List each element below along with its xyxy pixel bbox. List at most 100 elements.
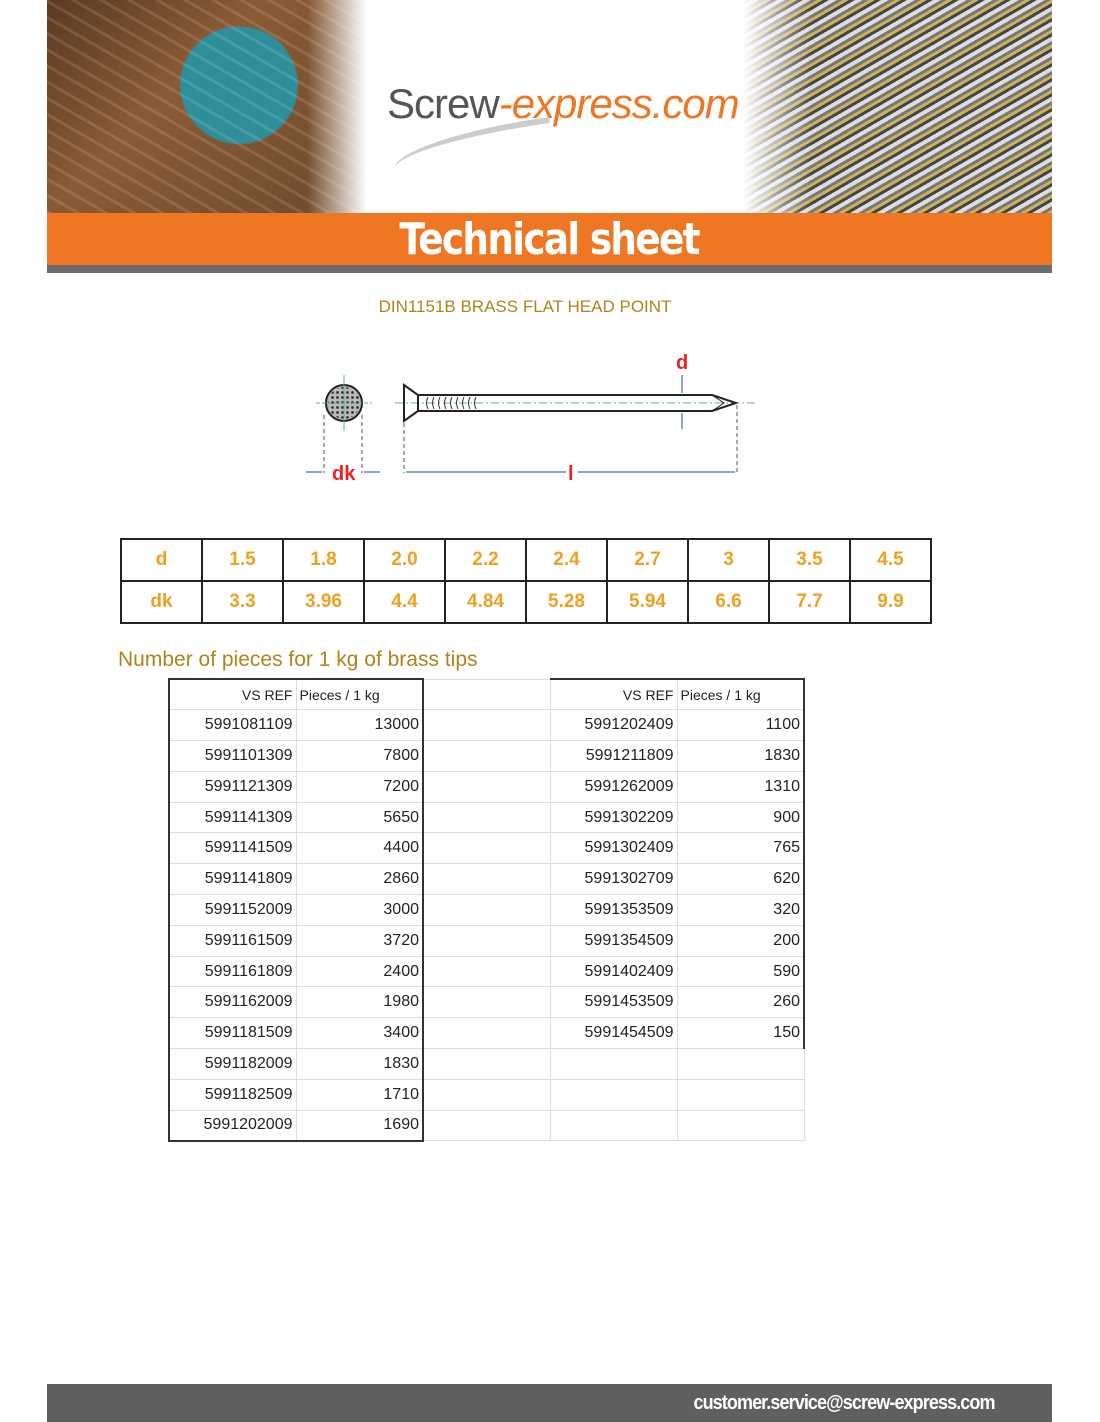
pieces-cell: 2860 [295, 863, 424, 896]
dimension-value: 7.7 [768, 580, 851, 624]
row-label: d [120, 538, 203, 582]
screws-photo [742, 0, 1052, 213]
pieces-cell: 900 [676, 801, 805, 834]
ref-cell: 5991211809 [549, 740, 678, 772]
pieces-cell: 1830 [295, 1048, 424, 1080]
banner-title-bar: Technical sheet [47, 213, 1052, 265]
pieces-cell: 1980 [295, 986, 424, 1019]
pieces-table: VS REF Pieces / 1 kg VS REF Pieces / 1 kg 59… [168, 678, 805, 1142]
spacer [422, 955, 551, 988]
nail-diagram: dk d l [306, 352, 755, 485]
ref-cell: 5991121309 [168, 770, 297, 803]
spacer [422, 1048, 551, 1080]
ref-cell: 5991202409 [549, 709, 678, 742]
dimension-value: 3.3 [201, 580, 284, 624]
pieces-cell: 7200 [295, 770, 424, 803]
ref-cell: 5991182509 [168, 1078, 297, 1111]
pieces-cell: 200 [676, 924, 805, 957]
spacer [422, 986, 551, 1019]
dimension-value: 4.84 [444, 580, 527, 624]
footer-email[interactable]: customer.service@screw-express.com [693, 1392, 996, 1414]
table-row: 5991152009 3000 5991353509 320 [168, 894, 805, 926]
l-label: l [568, 463, 574, 485]
ref-cell: 5991141509 [168, 832, 297, 865]
spacer [422, 770, 551, 803]
spacer [422, 1078, 551, 1111]
dimension-value: 2.4 [525, 538, 608, 582]
spacer [422, 801, 551, 834]
divider [47, 265, 1052, 273]
pieces-cell: 765 [676, 832, 805, 865]
table-row: 5991141309 5650 5991302209 900 [168, 801, 805, 834]
head-cross-section [306, 375, 380, 473]
product-title: DIN1151B BRASS FLAT HEAD POINT [378, 297, 672, 316]
ref-cell: 5991101309 [168, 740, 297, 772]
header-banner: Screw-express.com [47, 0, 1052, 213]
pieces-cell [676, 1048, 805, 1080]
dimension-value: 3.5 [768, 538, 851, 582]
pieces-cell: 1710 [295, 1078, 424, 1111]
spacer [422, 709, 551, 742]
spacer [422, 1017, 551, 1050]
logo: Screw-express.com [387, 80, 740, 127]
dimension-value: 2.7 [606, 538, 689, 582]
ref-cell: 5991181509 [168, 1017, 297, 1050]
ref-cell: 5991141309 [168, 801, 297, 834]
ref-cell: 5991353509 [549, 894, 678, 926]
row-label: dk [120, 580, 203, 624]
banner-title: Technical sheet [399, 214, 701, 265]
pieces-cell: 150 [676, 1017, 805, 1050]
spacer [422, 740, 551, 772]
nail-side-view [395, 375, 755, 473]
dimension-value: 1.8 [282, 538, 365, 582]
spacer [422, 924, 551, 957]
pieces-cell: 7800 [295, 740, 424, 772]
ref-cell: 5991162009 [168, 986, 297, 1019]
spacer [422, 1109, 551, 1142]
spacer [422, 832, 551, 865]
ref-cell: 5991182009 [168, 1048, 297, 1080]
dimension-value: 9.9 [849, 580, 932, 624]
pieces-cell: 3720 [295, 924, 424, 957]
ref-cell: 5991402409 [549, 955, 678, 988]
pieces-header-row: VS REF Pieces / 1 kg VS REF Pieces / 1 kg [168, 678, 805, 711]
ref-cell: 5991141809 [168, 863, 297, 896]
table-row: 5991081109 13000 5991202409 1100 [168, 709, 805, 742]
pieces-cell: 4400 [295, 832, 424, 865]
ref-cell: 5991354509 [549, 924, 678, 957]
spacer [422, 894, 551, 926]
dimension-value: 6.6 [687, 580, 770, 624]
pieces-cell: 620 [676, 863, 805, 896]
dimension-value: 3 [687, 538, 770, 582]
pieces-cell: 1310 [676, 770, 805, 803]
ref-cell: 5991081109 [168, 709, 297, 742]
spacer [422, 863, 551, 896]
dimension-row-d: d 1.5 1.8 2.0 2.2 2.4 2.7 3 3.5 4.5 [120, 538, 932, 582]
dimension-value: 4.5 [849, 538, 932, 582]
dk-label: dk [332, 463, 356, 485]
table-row: 5991141509 4400 5991302409 765 [168, 832, 805, 865]
ref-cell: 5991161809 [168, 955, 297, 988]
ref-cell: 5991302709 [549, 863, 678, 896]
ref-cell: 5991202009 [168, 1109, 297, 1142]
pieces-cell: 2400 [295, 955, 424, 988]
dimension-row-dk: dk 3.3 3.96 4.4 4.84 5.28 5.94 6.6 7.7 9.9 [120, 580, 932, 624]
ref-cell [549, 1048, 678, 1080]
pieces-cell: 1100 [676, 709, 805, 742]
dimension-value: 2.2 [444, 538, 527, 582]
header-pieces: Pieces / 1 kg [295, 678, 424, 711]
pieces-cell: 1690 [295, 1109, 424, 1142]
pieces-cell: 3400 [295, 1017, 424, 1050]
pieces-subtitle: Number of pieces for 1 kg of brass tips [118, 648, 478, 671]
ref-cell: 5991152009 [168, 894, 297, 926]
table-row: 5991182009 1830 [168, 1048, 805, 1080]
d-label: d [676, 352, 688, 374]
ref-cell: 5991454509 [549, 1017, 678, 1050]
pieces-cell: 3000 [295, 894, 424, 926]
table-row: 5991141809 2860 5991302709 620 [168, 863, 805, 896]
pieces-cell: 320 [676, 894, 805, 926]
pieces-cell: 260 [676, 986, 805, 1019]
dimensions-table: d 1.5 1.8 2.0 2.2 2.4 2.7 3 3.5 4.5 dk 3.3 3.96 4.4 4.… [120, 538, 932, 624]
table-row: 5991182509 1710 [168, 1078, 805, 1111]
ref-cell: 5991262009 [549, 770, 678, 803]
